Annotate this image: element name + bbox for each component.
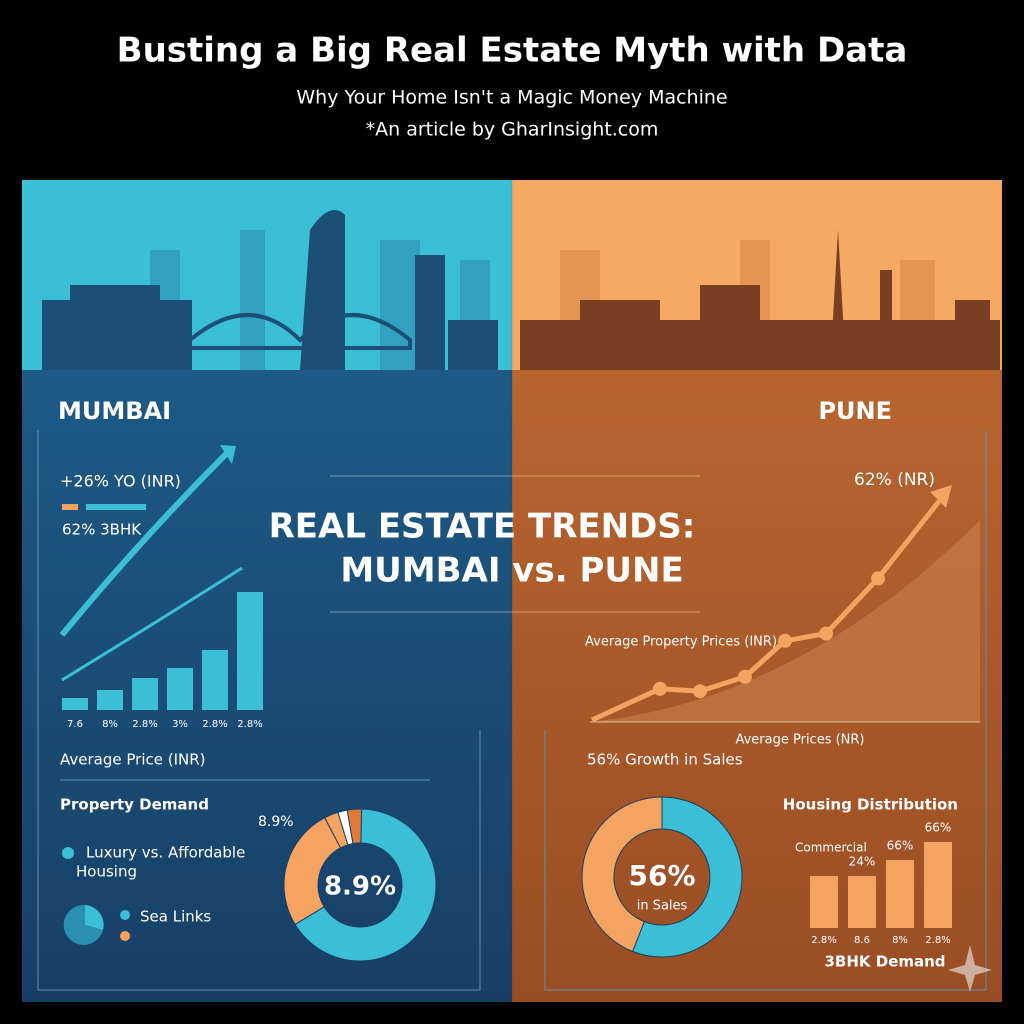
bar-label: 2.8% (132, 719, 157, 730)
pie-icon (63, 904, 103, 945)
frame-lines (37, 430, 987, 991)
pune-skyline (520, 230, 1000, 370)
donut-center: 56% (628, 859, 695, 892)
legend-label: 62% 3BHK (62, 521, 142, 539)
bar (237, 592, 263, 710)
section-title: Property Demand (60, 796, 209, 814)
donut-center: 8.9% (324, 872, 396, 902)
bar-top-label: 66% (925, 821, 952, 835)
pie-icon (85, 905, 104, 930)
donut-sub: in Sales (637, 899, 688, 914)
legend-dot (120, 910, 130, 920)
donut-slice (283, 817, 342, 926)
line-arrow (876, 498, 942, 580)
center-title: REAL ESTATE TRENDS: (269, 507, 696, 547)
subtitle: Why Your Home Isn't a Magic Money Machin… (296, 87, 727, 109)
title: Busting a Big Real Estate Myth with Data (117, 31, 908, 71)
line-point (738, 669, 752, 684)
trend-arrow (61, 566, 243, 682)
axis-label: Average Price (INR) (60, 751, 206, 769)
legend-item: Luxury vs. Affordable (86, 844, 245, 862)
bar (132, 678, 158, 710)
trend-arrow (220, 445, 236, 464)
bar-label: 2.8% (202, 719, 227, 730)
legend-swatch (86, 504, 146, 510)
legend-item: Housing (76, 863, 137, 881)
bar-label: 8.6 (854, 935, 870, 946)
bar (848, 876, 876, 928)
donut-slice (581, 796, 663, 953)
bar (62, 698, 88, 710)
bar-label: 2.8% (237, 719, 262, 730)
trend-arrow (59, 447, 233, 637)
line-arrow-head (930, 485, 952, 508)
line-point (653, 681, 667, 696)
bar-top-label: 24% (849, 855, 876, 869)
bars-title: 3BHK Demand (824, 953, 945, 971)
line-title: Average Property Prices (INR) (585, 635, 777, 650)
center-title: MUMBAI vs. PUNE (340, 551, 683, 591)
bar (924, 842, 952, 928)
city-label: PUNE (818, 397, 892, 425)
growth-label: 62% (NR) (854, 470, 935, 490)
legend-item: Sea Links (140, 908, 211, 926)
bar-label: 3% (172, 719, 188, 730)
mumbai-skyline (42, 210, 498, 370)
legend-dot (120, 931, 130, 941)
sales-label: 56% Growth in Sales (587, 751, 743, 769)
bar (886, 860, 914, 928)
line-point (871, 571, 885, 586)
donut-slice (346, 808, 363, 845)
bar-top-label: 66% (887, 839, 914, 853)
legend-swatch (62, 504, 78, 510)
bar (810, 876, 838, 928)
bar-label: 2.8% (925, 935, 950, 946)
byline: *An article by GharInsight.com (366, 119, 659, 141)
bar-label: 7.6 (67, 719, 83, 730)
donut-slice (631, 796, 743, 958)
mumbai-panel (22, 370, 512, 1002)
bar (202, 650, 228, 710)
bar (97, 690, 123, 710)
bar-label: 8% (892, 935, 908, 946)
line-point (778, 633, 792, 648)
donut-slice (294, 808, 437, 962)
section-title: Housing Distribution (783, 796, 958, 814)
legend-dot (62, 847, 74, 859)
line-point (693, 684, 707, 699)
bar-note: Commercial (795, 841, 867, 855)
growth-label: +26% YO (INR) (60, 472, 181, 491)
line-point (819, 626, 833, 641)
bar-label: 2.8% (811, 935, 836, 946)
axis-label: Average Prices (NR) (735, 733, 864, 748)
area-deco (590, 520, 980, 722)
bar (167, 668, 193, 710)
sparkle (948, 945, 992, 992)
callout: 8.9% (258, 814, 294, 830)
bar-label: 8% (102, 719, 118, 730)
line-lead (590, 686, 662, 723)
city-label: MUMBAI (58, 397, 171, 425)
